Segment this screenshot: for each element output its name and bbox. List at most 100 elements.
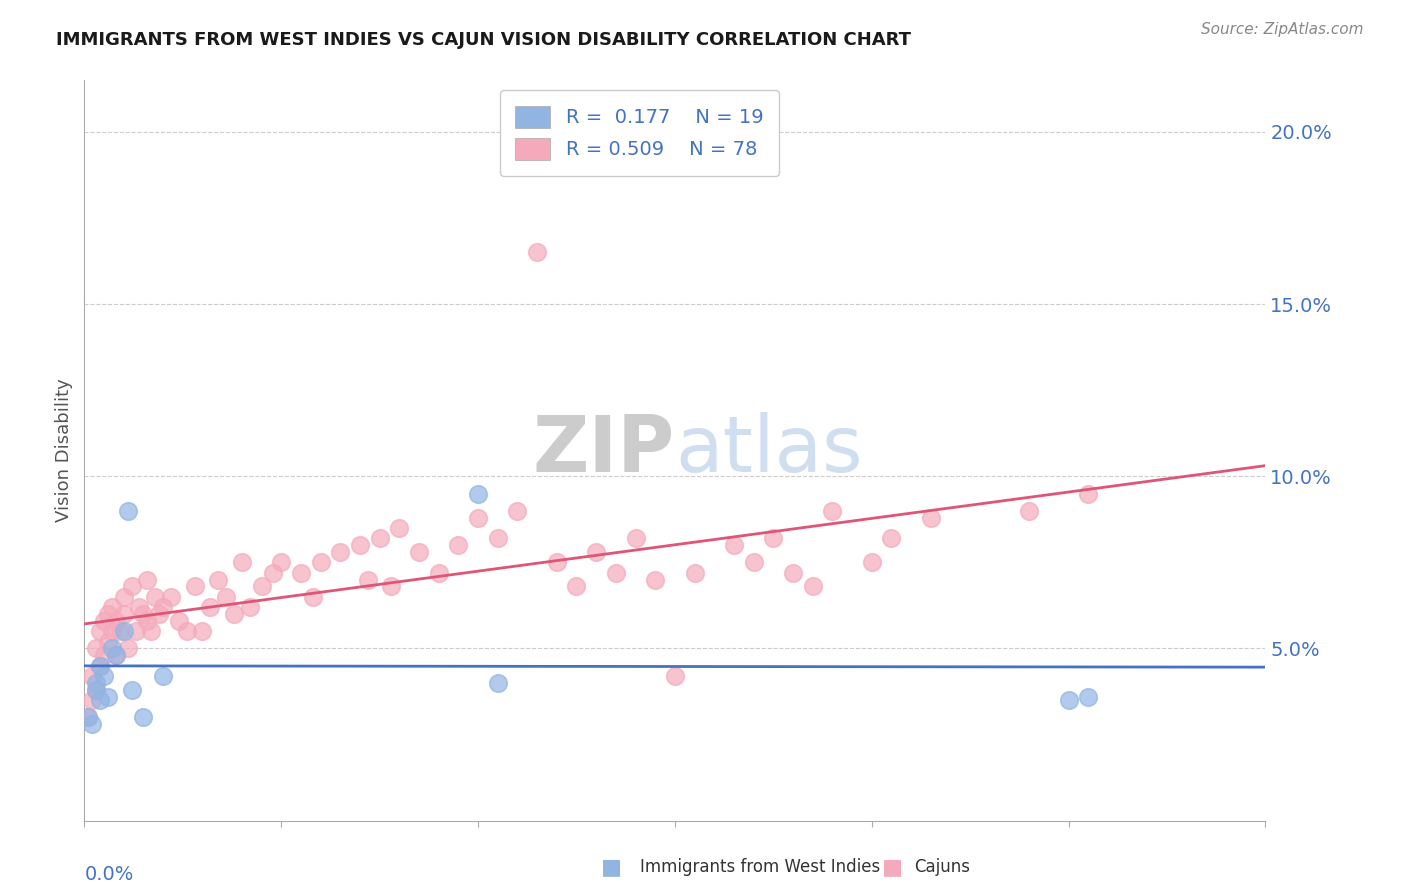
Point bbox=[191, 624, 214, 639]
Text: 0.0%: 0.0% bbox=[84, 865, 134, 884]
Point bbox=[101, 624, 124, 639]
Point bbox=[124, 624, 146, 639]
Point bbox=[132, 607, 155, 621]
Point bbox=[301, 590, 323, 604]
Point bbox=[97, 690, 120, 704]
Point bbox=[117, 641, 139, 656]
Point bbox=[222, 607, 245, 621]
Point bbox=[112, 624, 135, 639]
Point bbox=[84, 676, 107, 690]
Point bbox=[526, 245, 548, 260]
Text: IMMIGRANTS FROM WEST INDIES VS CAJUN VISION DISABILITY CORRELATION CHART: IMMIGRANTS FROM WEST INDIES VS CAJUN VIS… bbox=[56, 31, 911, 49]
Point bbox=[380, 579, 402, 593]
Point bbox=[782, 566, 804, 580]
Point bbox=[82, 717, 104, 731]
Point bbox=[121, 682, 143, 697]
Text: atlas: atlas bbox=[675, 412, 862, 489]
Point bbox=[215, 590, 238, 604]
Point bbox=[447, 538, 470, 552]
Point bbox=[762, 531, 785, 545]
Point bbox=[585, 545, 607, 559]
Point bbox=[84, 682, 107, 697]
Point bbox=[82, 693, 104, 707]
Point bbox=[605, 566, 627, 580]
Point bbox=[262, 566, 284, 580]
Point bbox=[84, 641, 107, 656]
Point bbox=[121, 579, 143, 593]
Point bbox=[207, 573, 229, 587]
Point bbox=[104, 648, 127, 663]
Point bbox=[152, 669, 174, 683]
Point bbox=[467, 510, 489, 524]
Point bbox=[136, 573, 159, 587]
Point bbox=[723, 538, 745, 552]
Point bbox=[250, 579, 273, 593]
Point bbox=[270, 555, 292, 569]
Point bbox=[143, 590, 166, 604]
Point bbox=[309, 555, 332, 569]
Point bbox=[112, 607, 135, 621]
Point bbox=[624, 531, 647, 545]
Point bbox=[128, 600, 150, 615]
Point bbox=[176, 624, 198, 639]
Point bbox=[104, 648, 127, 663]
Point bbox=[486, 676, 509, 690]
Point bbox=[486, 531, 509, 545]
Point bbox=[84, 682, 107, 697]
Point bbox=[117, 504, 139, 518]
Point bbox=[93, 614, 115, 628]
Point bbox=[880, 531, 903, 545]
Point bbox=[132, 710, 155, 724]
Point bbox=[1077, 486, 1099, 500]
Point bbox=[112, 590, 135, 604]
Point bbox=[821, 504, 844, 518]
Point bbox=[742, 555, 765, 569]
Point bbox=[801, 579, 824, 593]
Point bbox=[427, 566, 450, 580]
Y-axis label: Vision Disability: Vision Disability bbox=[55, 378, 73, 523]
Point bbox=[104, 614, 127, 628]
Point bbox=[200, 600, 222, 615]
Text: Immigrants from West Indies: Immigrants from West Indies bbox=[640, 858, 880, 876]
Point bbox=[97, 634, 120, 648]
Point bbox=[349, 538, 371, 552]
Point bbox=[388, 521, 411, 535]
Point bbox=[1018, 504, 1040, 518]
Point bbox=[82, 669, 104, 683]
Point bbox=[152, 600, 174, 615]
Point bbox=[97, 607, 120, 621]
Point bbox=[860, 555, 883, 569]
Point bbox=[183, 579, 205, 593]
Point bbox=[368, 531, 391, 545]
Point bbox=[148, 607, 170, 621]
Point bbox=[231, 555, 253, 569]
Point bbox=[108, 624, 131, 639]
Point bbox=[329, 545, 352, 559]
Point bbox=[546, 555, 568, 569]
Point bbox=[239, 600, 262, 615]
Point bbox=[77, 710, 100, 724]
Point bbox=[101, 641, 124, 656]
Point bbox=[565, 579, 588, 593]
Text: Cajuns: Cajuns bbox=[914, 858, 970, 876]
Point bbox=[167, 614, 190, 628]
Point bbox=[1077, 690, 1099, 704]
Point bbox=[664, 669, 686, 683]
Point bbox=[683, 566, 706, 580]
Point bbox=[141, 624, 163, 639]
Point bbox=[467, 486, 489, 500]
Point bbox=[290, 566, 312, 580]
Text: ■: ■ bbox=[883, 857, 903, 877]
Text: ZIP: ZIP bbox=[533, 412, 675, 489]
Point bbox=[89, 658, 111, 673]
Point bbox=[1057, 693, 1080, 707]
Point bbox=[89, 693, 111, 707]
Point bbox=[89, 658, 111, 673]
Point bbox=[93, 669, 115, 683]
Text: Source: ZipAtlas.com: Source: ZipAtlas.com bbox=[1201, 22, 1364, 37]
Point bbox=[357, 573, 380, 587]
Text: ■: ■ bbox=[602, 857, 621, 877]
Point bbox=[93, 648, 115, 663]
Legend: R =  0.177    N = 19, R = 0.509    N = 78: R = 0.177 N = 19, R = 0.509 N = 78 bbox=[499, 90, 779, 176]
Point bbox=[89, 624, 111, 639]
